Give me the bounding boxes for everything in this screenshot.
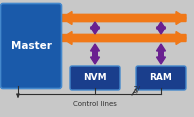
FancyArrow shape [62,11,186,24]
FancyBboxPatch shape [70,66,120,90]
FancyArrow shape [62,31,186,44]
FancyArrow shape [157,26,165,34]
Text: Master: Master [10,41,51,51]
FancyBboxPatch shape [1,4,61,88]
Text: Address lines: Address lines [101,14,155,20]
FancyArrow shape [157,52,165,64]
Text: Data lines: Data lines [108,34,148,40]
FancyArrow shape [90,22,100,30]
FancyArrow shape [62,11,186,24]
Text: Control lines: Control lines [73,101,116,107]
FancyArrow shape [62,31,186,44]
FancyArrow shape [157,22,165,30]
FancyArrow shape [157,44,165,58]
FancyArrow shape [90,52,100,64]
FancyBboxPatch shape [136,66,186,90]
FancyArrow shape [90,44,100,58]
Text: RAM: RAM [150,73,172,82]
Text: NVM: NVM [83,73,107,82]
Text: 3/: 3/ [133,86,140,95]
FancyArrow shape [90,26,100,34]
